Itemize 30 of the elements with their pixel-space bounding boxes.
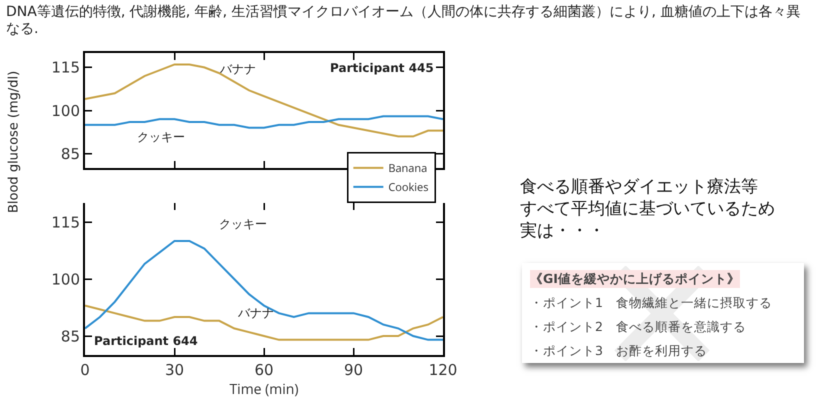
y-axis-title: Blood glucose (mg/dl) <box>6 70 22 213</box>
annotation: Participant 445 <box>330 61 434 75</box>
annotation: クッキー <box>137 130 185 144</box>
text: 実は・・・ <box>520 220 606 242</box>
text: 食べる順番やダイエット療法等 <box>520 176 759 198</box>
x-tick-label: 60 <box>254 361 274 379</box>
annotation: クッキー <box>219 217 267 231</box>
x-tick-label: 0 <box>80 361 90 379</box>
annotation: バナナ <box>219 62 256 76</box>
text: ・ポイント2 食べる順番を意識する <box>530 318 747 336</box>
x-tick-label: 30 <box>164 361 184 379</box>
annotation: Participant 644 <box>94 334 198 348</box>
annotation: バナナ <box>237 306 274 320</box>
y-tick-label: 85 <box>60 144 80 163</box>
text: すべて平均値に基づいているため <box>520 198 775 220</box>
x-tick-label: 90 <box>344 361 364 379</box>
y-tick-label: 85 <box>60 327 80 346</box>
text: 《GI値を緩やかに上げるポイント》 <box>530 270 740 288</box>
y-tick-label: 100 <box>51 270 80 288</box>
y-tick-label: 115 <box>51 58 80 77</box>
line-series <box>85 115 443 129</box>
x-tick-label: 120 <box>428 361 458 379</box>
x-axis-title: Time (min) <box>229 380 299 399</box>
chart-title: DNA等遺伝的特徴, 代謝機能, 年齢, 生活習慣マイクロバイオーム（人間の体に共存する細菌叢）により, 血糖値の上下は各々異なる. <box>6 4 802 38</box>
text: ・ポイント1 食物繊維と一緒に摂取する <box>530 294 773 312</box>
y-tick-label: 100 <box>51 102 80 120</box>
legend-label: Cookies <box>388 180 428 196</box>
legend-label: Banana <box>388 161 428 176</box>
y-tick-label: 115 <box>51 213 80 232</box>
text: ・ポイント3 お酢を利用する <box>530 342 708 360</box>
